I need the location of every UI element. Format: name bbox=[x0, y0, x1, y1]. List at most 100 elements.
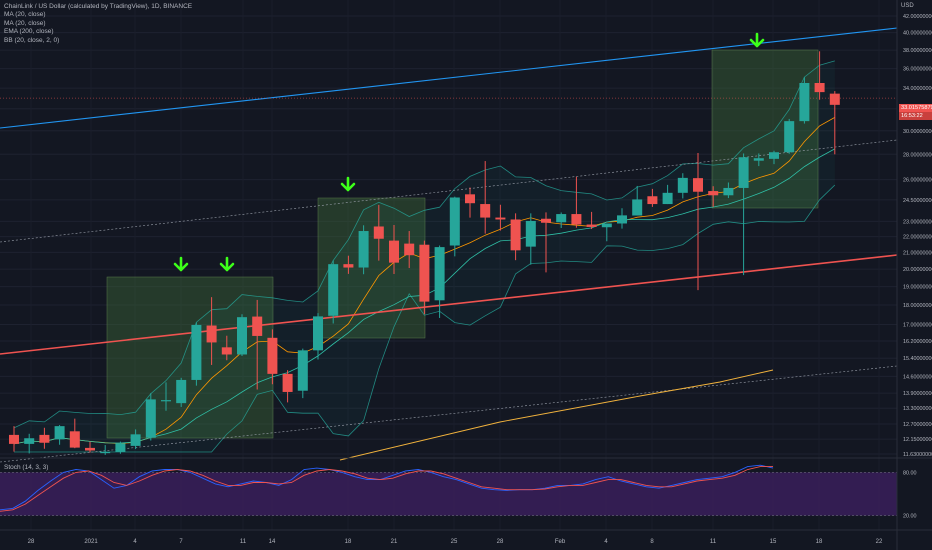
time-tick-label: 15 bbox=[770, 539, 777, 545]
time-tick-label: 21 bbox=[391, 539, 398, 545]
ema-legend[interactable]: EMA (200, close) bbox=[4, 28, 54, 36]
candle-body bbox=[343, 264, 354, 268]
price-tick-label: 28.00000000 bbox=[903, 152, 932, 158]
highlight-zone bbox=[711, 49, 819, 209]
price-tick-label: 11.63000000 bbox=[903, 452, 932, 458]
price-tick-label: 13.30000000 bbox=[903, 406, 932, 412]
bb-legend[interactable]: BB (20, close, 2, 0) bbox=[4, 36, 60, 44]
stoch-tick-label: 20.00 bbox=[903, 514, 917, 520]
candle-body bbox=[434, 247, 445, 301]
time-tick-label: 28 bbox=[497, 539, 504, 545]
candle-body bbox=[328, 264, 339, 316]
stochastic-pane: 80.00 20.00 bbox=[0, 457, 932, 520]
candle-body bbox=[738, 157, 749, 188]
price-tick-label: 24.50000000 bbox=[903, 198, 932, 204]
candle-body bbox=[358, 231, 369, 268]
time-tick-label: 28 bbox=[28, 539, 35, 545]
candle-body bbox=[237, 317, 247, 355]
time-axis[interactable]: 28 2021 4 7 11 14 18 21 25 28 Feb 4 8 11 15 18 22 bbox=[0, 529, 932, 545]
down-arrow-icon bbox=[340, 176, 356, 192]
price-tick-label: 17.00000000 bbox=[903, 323, 932, 329]
candle-body bbox=[708, 191, 719, 196]
candle-body bbox=[753, 158, 764, 161]
candle-body bbox=[693, 178, 703, 192]
time-tick-label: 11 bbox=[710, 539, 717, 545]
stoch-k-line bbox=[0, 464, 774, 511]
stoch-legend[interactable]: Stoch (14, 3, 3) bbox=[4, 464, 49, 471]
support-line bbox=[0, 254, 898, 355]
price-tick-label: 18.00000000 bbox=[903, 303, 932, 309]
down-arrow-icon bbox=[173, 256, 189, 272]
candle-body bbox=[647, 196, 658, 205]
ma-legend-2[interactable]: MA (20, close) bbox=[4, 19, 46, 27]
symbol-title[interactable]: ChainLink / US Dollar (calculated by Tra… bbox=[4, 3, 193, 10]
price-tick-label: 14.60000000 bbox=[903, 374, 932, 380]
candle-body bbox=[404, 243, 415, 256]
candle-body bbox=[662, 192, 673, 205]
price-tick-label: 16.20000000 bbox=[903, 339, 932, 345]
price-tick-label: 13.90000000 bbox=[903, 391, 932, 397]
candle-body bbox=[130, 434, 141, 446]
candle-body bbox=[510, 219, 521, 251]
price-tick-label: 36.00000000 bbox=[903, 67, 932, 73]
price-tick-label: 12.15000000 bbox=[903, 437, 932, 443]
candle-body bbox=[176, 379, 187, 404]
price-tick-label: 20.00000000 bbox=[903, 267, 932, 273]
highlight-zone bbox=[106, 276, 274, 439]
candle-body bbox=[449, 197, 460, 246]
time-tick-label: 22 bbox=[876, 539, 883, 545]
last-price-label: 33.01575879 bbox=[899, 104, 932, 112]
candle-body bbox=[145, 399, 156, 438]
candle-body bbox=[480, 204, 491, 218]
candle-body bbox=[419, 244, 430, 302]
price-tick-label: 30.00000000 bbox=[903, 129, 932, 135]
indicator-legend: ChainLink / US Dollar (calculated by Tra… bbox=[4, 3, 192, 45]
candle-body bbox=[252, 316, 263, 336]
price-tick-label: 12.70000000 bbox=[903, 422, 932, 428]
candle-body bbox=[39, 434, 50, 443]
candle-body bbox=[601, 223, 612, 228]
candle-body bbox=[571, 214, 582, 225]
time-tick-label: 11 bbox=[240, 539, 247, 545]
candle-body bbox=[373, 226, 384, 239]
time-tick-label: 8 bbox=[650, 539, 654, 545]
candle-body bbox=[100, 451, 111, 454]
candle-body bbox=[313, 316, 323, 351]
candle-body bbox=[282, 373, 293, 392]
price-tick-label: 19.00000000 bbox=[903, 285, 932, 291]
candle-body bbox=[556, 214, 567, 223]
price-axis[interactable]: 42.00000000 40.00000000 38.00000000 36.0000… bbox=[896, 0, 932, 550]
stoch-d-line bbox=[0, 466, 773, 512]
candle-body bbox=[9, 434, 19, 444]
price-tick-label: 22.00000000 bbox=[903, 235, 932, 241]
price-tick-label: 23.00000000 bbox=[903, 219, 932, 225]
candle-body bbox=[54, 426, 65, 440]
price-tick-label: 26.00000000 bbox=[903, 178, 932, 184]
candle-body bbox=[267, 337, 278, 374]
stoch-band bbox=[0, 472, 897, 516]
candle-body bbox=[677, 177, 688, 193]
candle-body bbox=[814, 82, 825, 93]
candlesticks bbox=[9, 51, 840, 455]
ma-legend-1[interactable]: MA (20, close) bbox=[4, 11, 46, 19]
candle-body bbox=[85, 447, 95, 451]
time-tick-label: 7 bbox=[179, 539, 183, 545]
currency-label: USD bbox=[901, 3, 914, 9]
down-arrow-icon bbox=[219, 256, 235, 272]
candle-body bbox=[161, 400, 171, 402]
candle-body bbox=[24, 438, 35, 444]
price-tick-label: 34.00000000 bbox=[903, 86, 932, 92]
price-tick-label: 38.00000000 bbox=[903, 48, 932, 54]
candle-body bbox=[632, 199, 643, 216]
price-tick-label: 21.00000000 bbox=[903, 250, 932, 256]
candle-body bbox=[115, 443, 126, 452]
candle-body bbox=[617, 215, 627, 224]
candle-body bbox=[784, 121, 795, 153]
time-tick-label: 18 bbox=[345, 539, 352, 545]
time-tick-label: 25 bbox=[451, 539, 458, 545]
countdown-label: 16:53:22 bbox=[899, 112, 932, 120]
candle-body bbox=[495, 217, 506, 220]
candle-body bbox=[69, 431, 80, 448]
candle-body bbox=[389, 240, 399, 263]
